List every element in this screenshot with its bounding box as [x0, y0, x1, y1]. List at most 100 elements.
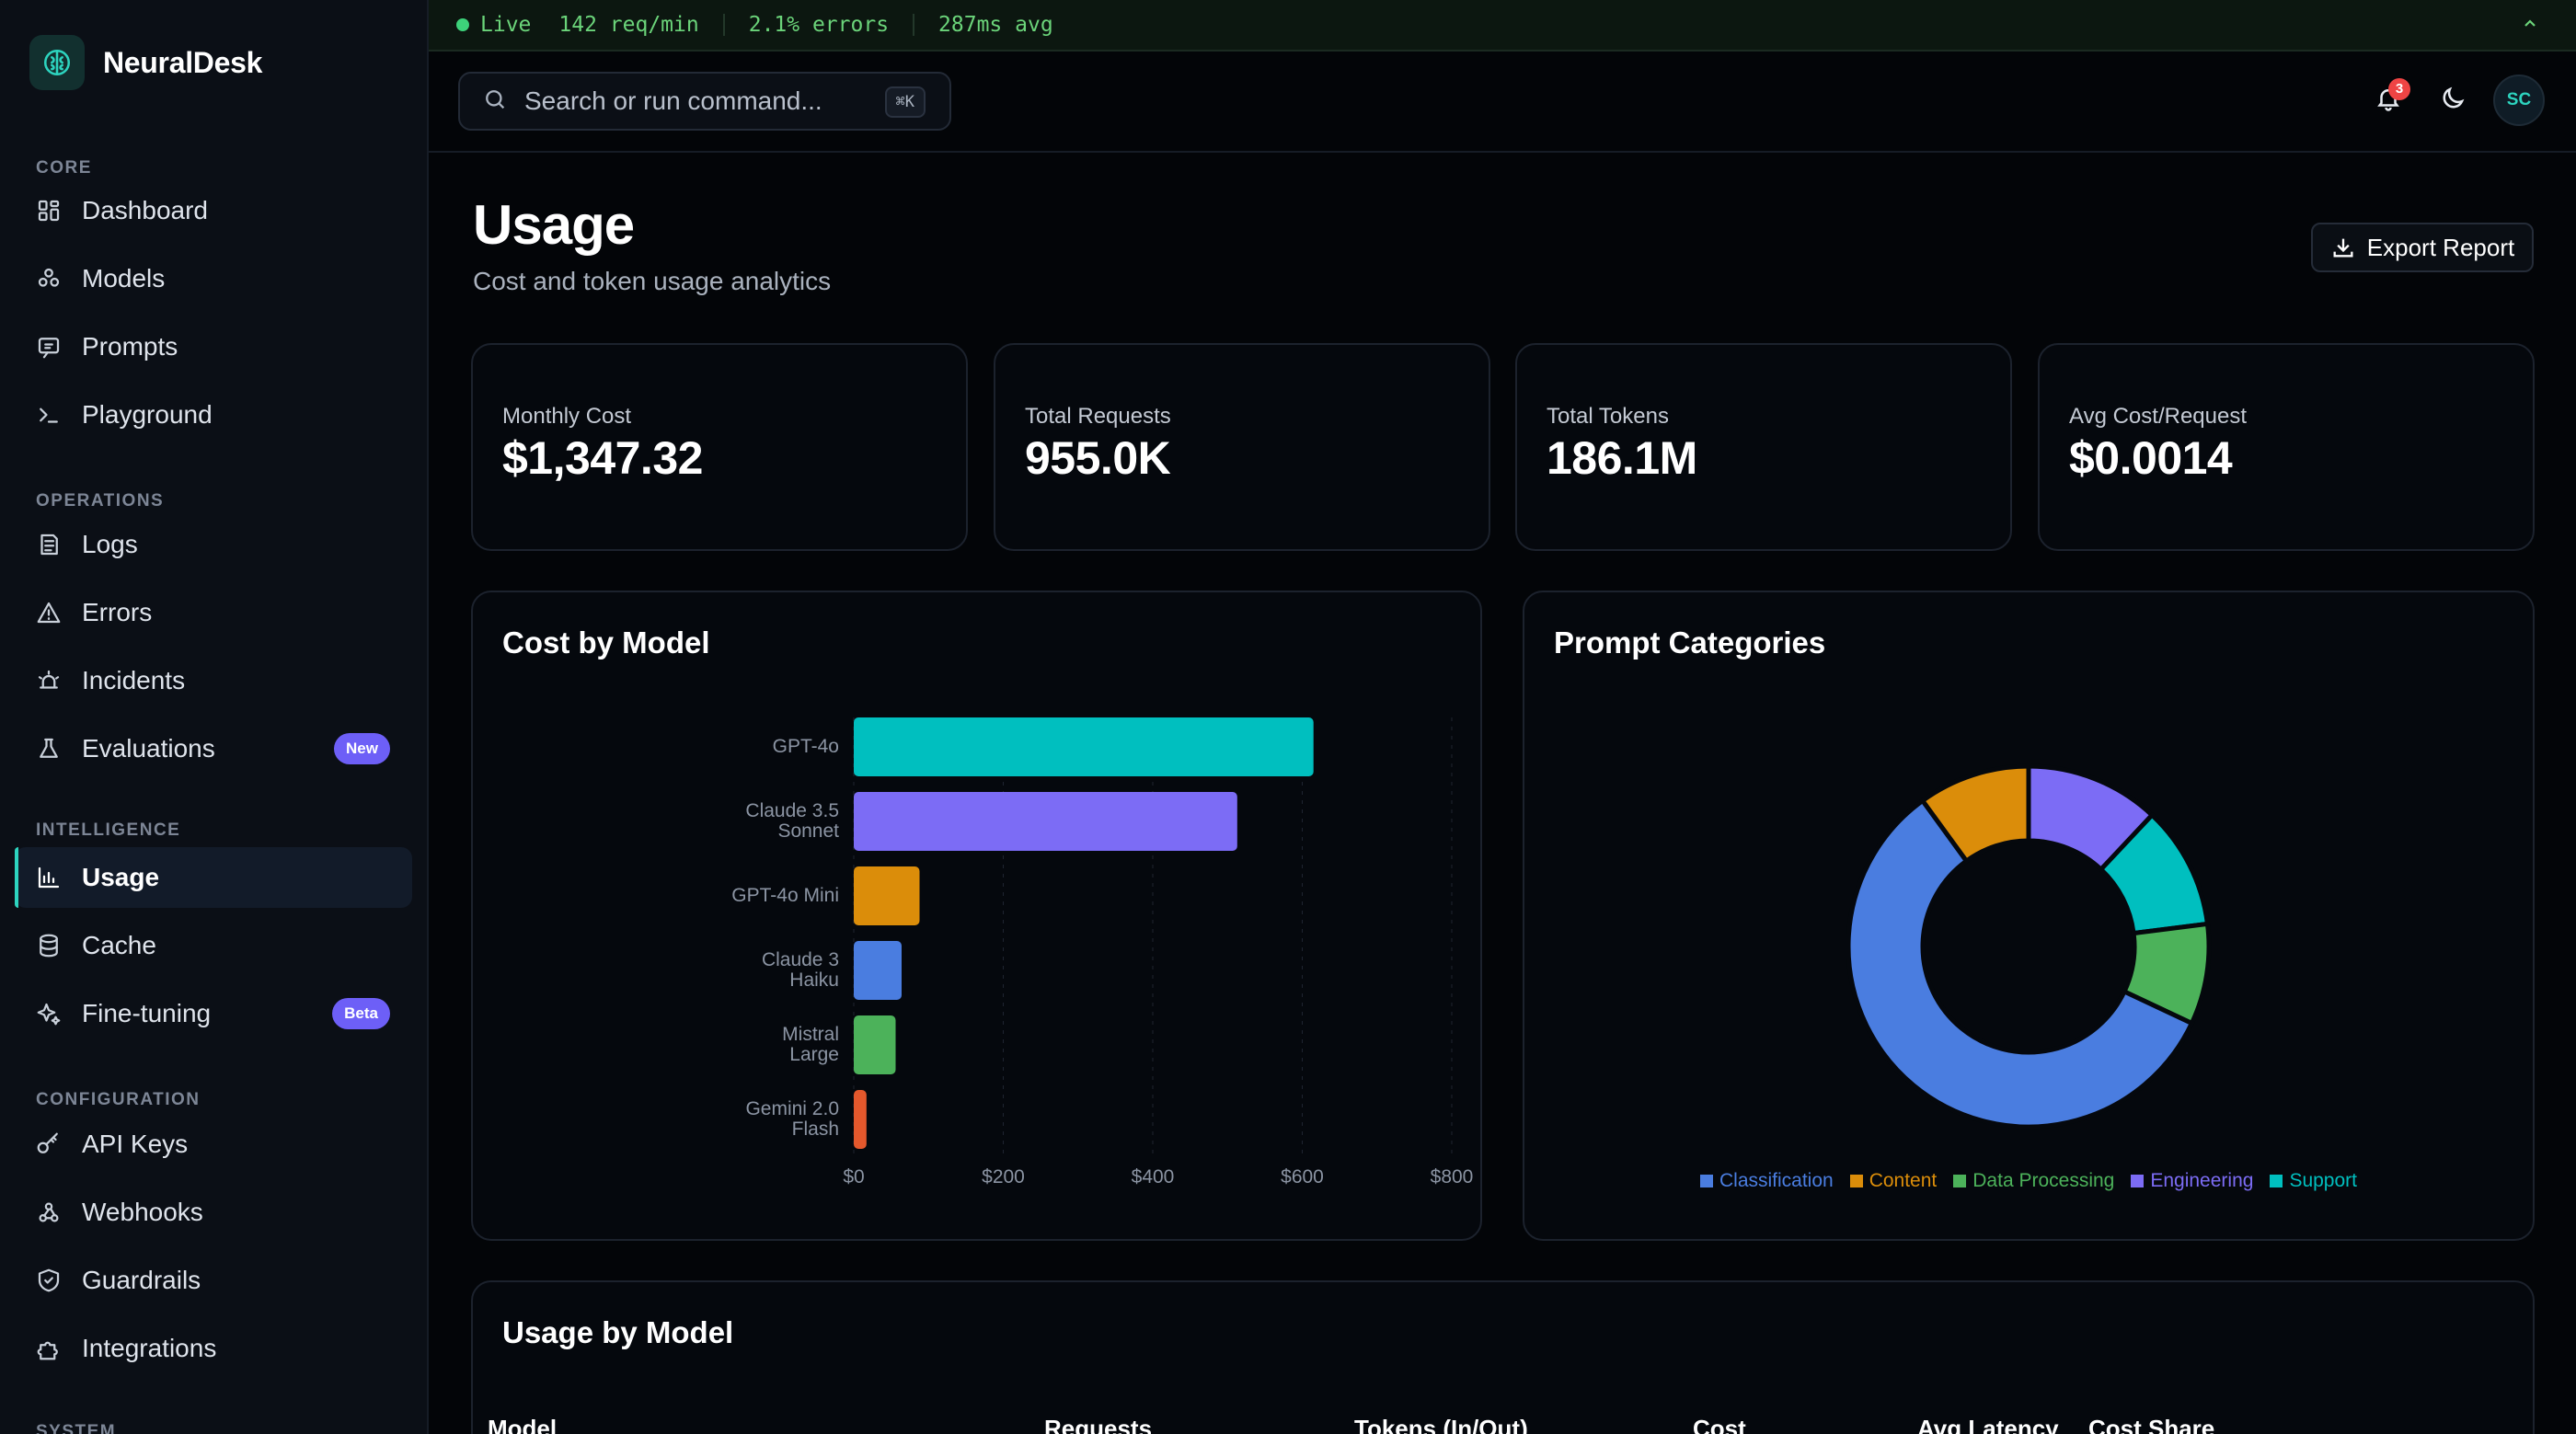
sidebar-item-label: Guardrails	[82, 1266, 201, 1294]
shield-icon	[35, 1267, 63, 1294]
legend-label: Classification	[1719, 1170, 1834, 1191]
legend-item-classification[interactable]: Classification	[1699, 1170, 1834, 1192]
export-report-label: Export Report	[2366, 233, 2515, 261]
flask-icon	[35, 735, 63, 763]
legend-item-content[interactable]: Content	[1849, 1170, 1938, 1192]
slice-classification[interactable]	[1846, 797, 2195, 1130]
bar-gemini-2-0-flash[interactable]	[854, 1090, 867, 1149]
sidebar-item-models[interactable]: Models	[15, 248, 412, 309]
prompt-categories-card: Prompt Categories	[1523, 591, 2535, 1241]
sidebar-item-label: Dashboard	[82, 196, 208, 224]
legend-swatch	[2270, 1175, 2283, 1187]
search-input[interactable]: Search or run command... ⌘K	[458, 72, 951, 131]
category-label: Gemini 2.0 Flash	[745, 1098, 839, 1140]
bar-claude-3-haiku[interactable]	[854, 941, 902, 1000]
sidebar-item-label: Models	[82, 264, 166, 293]
brand[interactable]: NeuralDesk	[29, 35, 262, 90]
prompt-categories-title: Prompt Categories	[1554, 625, 1826, 660]
legend-label: Support	[2289, 1170, 2357, 1191]
nav-section-operations: OPERATIONS	[36, 491, 165, 511]
kpi-label: Monthly Cost	[502, 404, 632, 429]
sidebar-item-dashboard[interactable]: Dashboard	[15, 180, 412, 241]
column-header-cost-share[interactable]: Cost Share	[2088, 1415, 2215, 1434]
sidebar-item-prompts[interactable]: Prompts	[15, 316, 412, 377]
bar-gpt-4o-mini[interactable]	[854, 866, 920, 925]
terminal-icon	[35, 401, 63, 429]
sidebar-item-label: Prompts	[82, 332, 178, 361]
kpi-value: $1,347.32	[502, 432, 703, 484]
sidebar-item-webhooks[interactable]: Webhooks	[15, 1182, 412, 1243]
legend-swatch	[1699, 1175, 1713, 1187]
top-bar: Search or run command... ⌘K 3 SC	[429, 52, 2576, 153]
bar-chart-icon	[35, 864, 63, 891]
webhook-icon	[35, 1199, 63, 1226]
nav-section-system: SYSTEM	[36, 1422, 117, 1434]
warning-icon	[35, 599, 63, 626]
cost-by-model-chart	[853, 717, 1453, 1155]
legend-item-data-processing[interactable]: Data Processing	[1953, 1170, 2114, 1192]
kpi-label: Total Tokens	[1547, 404, 1669, 429]
nav-section-core: CORE	[36, 158, 92, 178]
divider	[913, 14, 915, 36]
column-header-tokens[interactable]: Tokens (In/Out)	[1354, 1415, 1528, 1434]
kpi-value: 955.0K	[1025, 432, 1171, 484]
column-header-cost[interactable]: Cost	[1693, 1415, 1746, 1434]
usage-by-model-title: Usage by Model	[502, 1315, 734, 1349]
sidebar-item-cache[interactable]: Cache	[15, 915, 412, 976]
sidebar-item-label: Errors	[82, 598, 153, 626]
brain-logo-icon	[29, 35, 85, 90]
category-label: GPT-4o	[772, 736, 839, 757]
error-rate: 2.1% errors	[748, 13, 890, 37]
x-tick-label: $200	[982, 1166, 1025, 1187]
column-header-latency[interactable]: Avg Latency	[1917, 1415, 2059, 1434]
sidebar-item-label: Fine-tuning	[82, 999, 212, 1027]
sidebar-item-label: Integrations	[82, 1334, 217, 1362]
x-tick-label: $400	[1131, 1166, 1175, 1187]
sidebar-item-label: Logs	[82, 530, 138, 558]
legend-label: Content	[1869, 1170, 1938, 1191]
sidebar-item-logs[interactable]: Logs	[15, 514, 412, 575]
requests-per-minute: 142 req/min	[558, 13, 699, 37]
live-indicator-icon	[456, 18, 469, 31]
theme-toggle-button[interactable]	[2427, 75, 2478, 126]
cost-by-model-title: Cost by Model	[502, 625, 710, 660]
bar-gpt-4o[interactable]	[854, 717, 1314, 776]
bar-claude-3-5-sonnet[interactable]	[854, 792, 1237, 851]
nav-section-configuration: CONFIGURATION	[36, 1090, 201, 1109]
legend-label: Engineering	[2150, 1170, 2254, 1191]
logs-icon	[35, 531, 63, 558]
export-report-button[interactable]: Export Report	[2311, 223, 2534, 272]
category-label: GPT-4o Mini	[731, 885, 839, 906]
legend-swatch	[1953, 1175, 1967, 1187]
category-label: Mistral Large	[782, 1024, 839, 1065]
cost-by-model-card: Cost by Model $0 $200 $400 $600 $800 GPT-4o Cl…	[471, 591, 1482, 1241]
legend-item-engineering[interactable]: Engineering	[2131, 1170, 2253, 1192]
sidebar-item-label: Cache	[82, 931, 156, 959]
sidebar-item-fine-tuning[interactable]: Fine-tuning Beta	[15, 983, 412, 1044]
sidebar-item-evaluations[interactable]: Evaluations New	[15, 718, 412, 779]
column-header-model[interactable]: Model	[488, 1415, 558, 1434]
notifications-button[interactable]: 3	[2363, 75, 2414, 126]
sidebar-item-label: Evaluations	[82, 734, 215, 763]
divider	[722, 14, 725, 36]
sidebar-item-label: Usage	[82, 863, 160, 891]
chevron-up-icon[interactable]	[2519, 13, 2541, 40]
sidebar-item-api-keys[interactable]: API Keys	[15, 1114, 412, 1175]
sidebar: NeuralDesk CORE Dashboard Models Prompts Pla…	[0, 0, 429, 1434]
siren-icon	[35, 667, 63, 694]
column-header-requests[interactable]: Requests	[1044, 1415, 1153, 1434]
usage-by-model-card: Usage by Model	[471, 1280, 2535, 1434]
kpi-card-monthly-cost: Monthly Cost $1,347.32	[471, 343, 968, 551]
slice-content[interactable]	[1919, 763, 2031, 865]
avatar[interactable]: SC	[2493, 75, 2545, 126]
bar-mistral-large[interactable]	[854, 1015, 896, 1074]
sidebar-item-integrations[interactable]: Integrations	[15, 1318, 412, 1379]
sidebar-item-usage[interactable]: Usage	[15, 847, 412, 908]
legend-item-support[interactable]: Support	[2270, 1170, 2357, 1192]
sidebar-item-playground[interactable]: Playground	[15, 384, 412, 445]
sidebar-item-errors[interactable]: Errors	[15, 582, 412, 643]
sidebar-item-incidents[interactable]: Incidents	[15, 650, 412, 711]
category-label: Claude 3 Haiku	[761, 949, 839, 991]
sidebar-item-guardrails[interactable]: Guardrails	[15, 1250, 412, 1311]
kpi-label: Avg Cost/Request	[2069, 404, 2247, 429]
